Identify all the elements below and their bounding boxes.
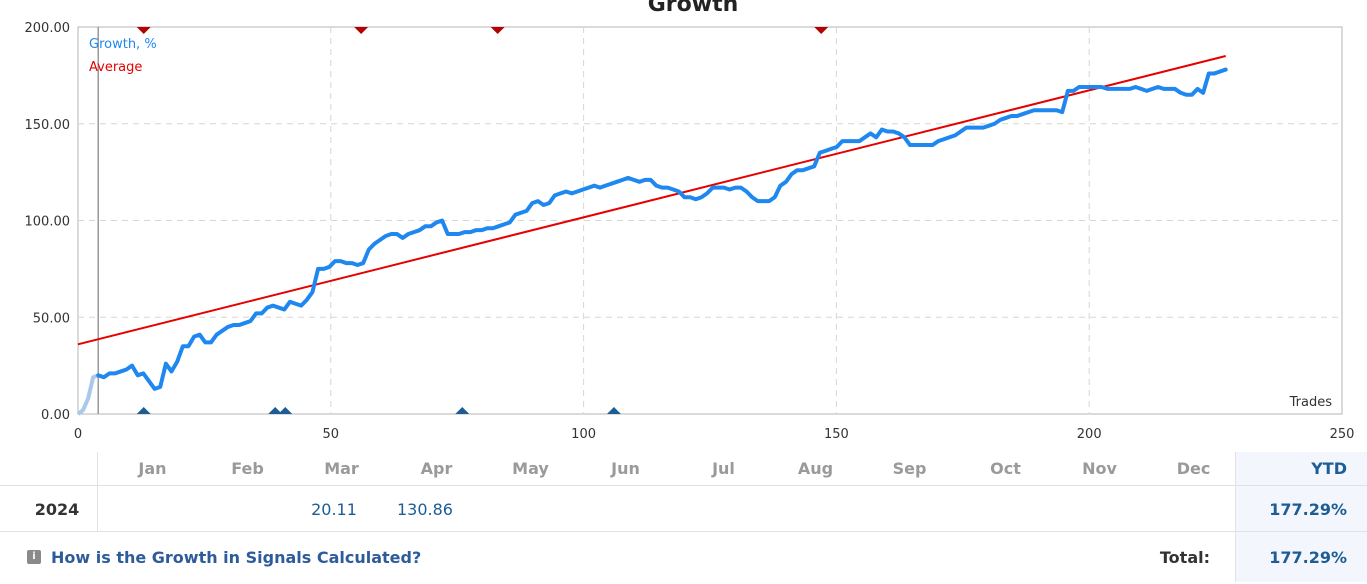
marker-top (136, 27, 151, 34)
month-nov: Nov (1082, 459, 1117, 478)
legend-average: Average (89, 60, 142, 75)
table-header-row: Jan Feb Mar Apr May Jun Jul Aug Sep Oct … (0, 452, 1367, 485)
marker-top (354, 27, 369, 34)
marker-bottom (268, 407, 283, 414)
ytd-value: 177.29% (1235, 486, 1367, 532)
growth-help-link[interactable]: How is the Growth in Signals Calculated? (51, 547, 422, 567)
value-apr: 130.86 (397, 499, 453, 519)
month-mar: Mar (324, 459, 359, 478)
value-mar: 20.11 (311, 499, 357, 519)
marker-top (490, 27, 505, 34)
x-tick-label: 200 (1077, 427, 1102, 442)
month-jun: Jun (611, 459, 640, 478)
y-tick-label: 150.00 (25, 118, 71, 133)
growth-chart: Growth 0.00 50.00 100.00 150.00 200.00 0 50 100… (25, 0, 1355, 442)
table-footer-row: i How is the Growth in Signals Calculate… (0, 531, 1367, 582)
series-lines (76, 55, 1228, 416)
x-tick-label: 100 (571, 427, 596, 442)
x-tick-label: 250 (1330, 427, 1355, 442)
table-row: 2024 20.11 130.86 177.29% (0, 485, 1367, 532)
x-tick-label: 0 (74, 427, 82, 442)
month-oct: Oct (990, 459, 1021, 478)
month-dec: Dec (1176, 459, 1211, 478)
month-jan: Jan (138, 459, 167, 478)
trade-markers (136, 27, 829, 414)
month-aug: Aug (797, 459, 834, 478)
month-may: May (512, 459, 549, 478)
y-tick-label: 200.00 (25, 21, 71, 36)
y-tick-label: 100.00 (25, 215, 71, 230)
axis-ticks: 0.00 50.00 100.00 150.00 200.00 0 50 100 150 200 2… (25, 21, 1355, 442)
month-feb: Feb (231, 459, 264, 478)
legend-growth: Growth, % (89, 37, 157, 52)
info-icon: i (27, 550, 41, 564)
x-tick-label: 150 (824, 427, 849, 442)
chart-title: Growth (648, 0, 739, 17)
x-tick-label: 50 (323, 427, 340, 442)
series-average-line (77, 55, 1226, 346)
total-value: 177.29% (1235, 532, 1367, 582)
marker-bottom (455, 407, 470, 414)
series-growth-initial (76, 373, 99, 416)
x-axis-label: Trades (1289, 395, 1333, 410)
series-growth-line (96, 67, 1228, 391)
y-tick-label: 50.00 (33, 311, 70, 326)
year-label: 2024 (34, 499, 80, 519)
total-label: Total: (1159, 547, 1210, 567)
marker-top (814, 27, 829, 34)
grid-lines (78, 27, 1342, 414)
month-apr: Apr (420, 459, 453, 478)
marker-bottom (278, 407, 293, 414)
month-jul: Jul (712, 459, 735, 478)
marker-bottom (606, 407, 621, 414)
table-divider (97, 452, 98, 531)
monthly-growth-table: Jan Feb Mar Apr May Jun Jul Aug Sep Oct … (0, 452, 1367, 584)
month-sep: Sep (892, 459, 927, 478)
marker-bottom (136, 407, 151, 414)
ytd-header: YTD (1235, 452, 1367, 485)
y-tick-label: 0.00 (41, 408, 70, 423)
